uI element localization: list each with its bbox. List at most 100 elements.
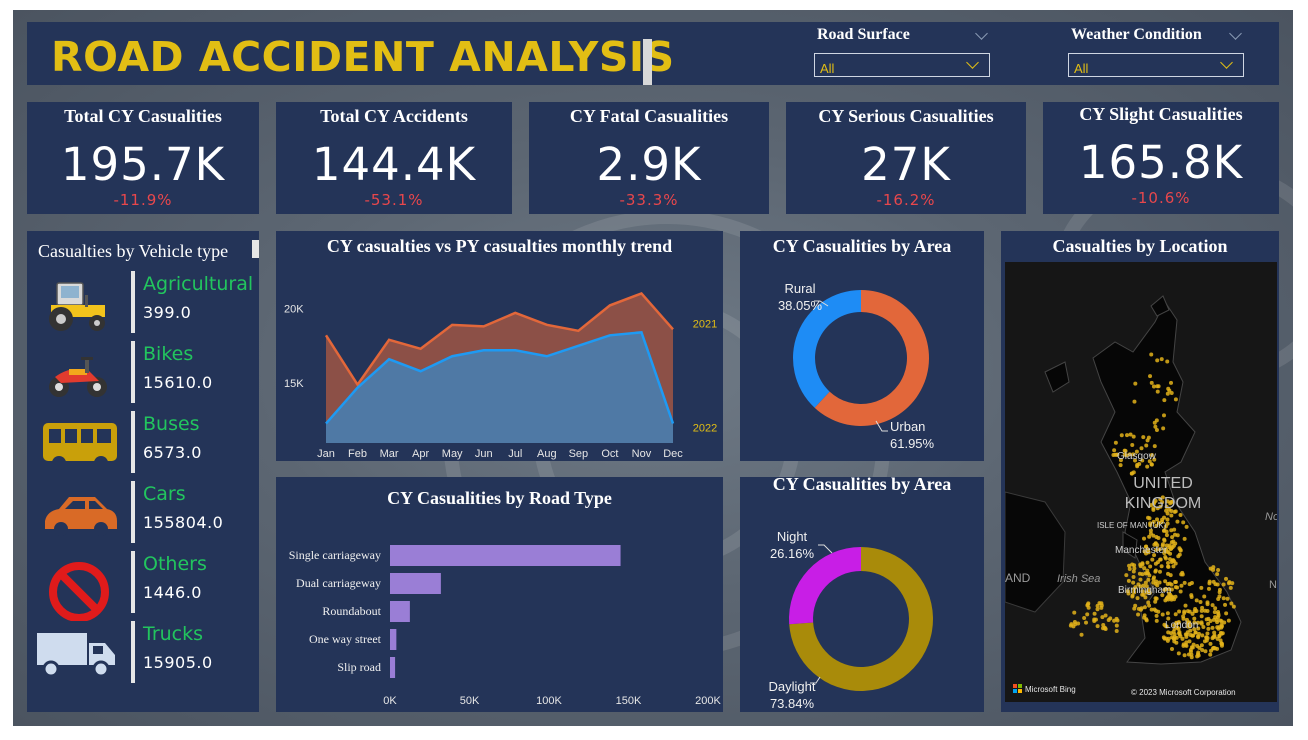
location-dot	[1211, 565, 1216, 570]
location-dot	[1140, 561, 1145, 566]
kpi-card-total-accidents[interactable]: Total CY Accidents 144.4K -53.1%	[276, 102, 512, 214]
location-dot	[1226, 618, 1231, 623]
chevron-down-icon	[1220, 56, 1233, 69]
vehicle-row-others[interactable]: Others 1446.0	[27, 551, 259, 621]
vehicle-name: Others	[143, 553, 207, 575]
vehicle-separator	[131, 621, 135, 683]
location-dot	[1155, 583, 1160, 588]
location-dot	[1113, 440, 1118, 445]
location-map-panel[interactable]: Casualties by Location UNITED KINGDOM Gl…	[1001, 231, 1279, 712]
location-dot	[1216, 567, 1221, 572]
vehicle-row-cars[interactable]: Cars 155804.0	[27, 481, 259, 545]
vehicle-value: 15610.0	[143, 373, 213, 392]
series-line-2022	[325, 330, 675, 425]
location-dot	[1216, 611, 1221, 616]
vehicle-name: Trucks	[143, 623, 204, 645]
category-label: Single carriageway	[289, 548, 381, 562]
kpi-card-total-casualties[interactable]: Total CY Casualities 195.7K -11.9%	[27, 102, 259, 214]
location-dot	[1172, 527, 1177, 532]
road-surface-dropdown[interactable]: All	[814, 53, 990, 77]
location-dot	[1138, 607, 1143, 612]
location-dot	[1187, 609, 1192, 614]
location-dot	[1169, 380, 1174, 385]
vehicle-row-trucks[interactable]: Trucks 15905.0	[27, 621, 259, 685]
location-dot	[1192, 616, 1197, 621]
slice-percent: 26.16%	[770, 546, 815, 561]
location-dot	[1208, 652, 1213, 657]
area-donut-panel[interactable]: CY Casualities by Area Urban 61.95% Rural 3…	[740, 231, 984, 461]
slice-percent: 38.05%	[778, 298, 823, 313]
location-dot	[1131, 569, 1136, 574]
map-copyright: © 2023 Microsoft Corporation	[1131, 688, 1236, 697]
light-donut-panel[interactable]: CY Casualities by Area Daylight 73.84% Nig…	[740, 474, 984, 712]
chevron-down-icon[interactable]	[1229, 27, 1242, 40]
location-dot	[1167, 543, 1172, 548]
map-label-irish-sea: Irish Sea	[1057, 573, 1100, 585]
road-type-bar[interactable]	[390, 629, 397, 650]
location-dot	[1154, 427, 1159, 432]
weather-condition-dropdown[interactable]: All	[1068, 53, 1244, 77]
car-icon	[45, 497, 117, 536]
scrollbar[interactable]	[252, 240, 259, 258]
location-dot	[1169, 513, 1174, 518]
location-dot	[1103, 627, 1108, 632]
location-dot	[1132, 590, 1137, 595]
location-dot	[1169, 509, 1174, 514]
kpi-delta: -33.3%	[619, 191, 679, 209]
kpi-card-fatal-casualties[interactable]: CY Fatal Casualities 2.9K -33.3%	[529, 102, 769, 214]
location-dot	[1188, 632, 1193, 637]
vehicle-row-bikes[interactable]: Bikes 15610.0	[27, 341, 259, 405]
location-dot	[1158, 557, 1163, 562]
title-divider	[643, 39, 652, 85]
map-title: Casualties by Location	[1052, 236, 1228, 256]
donut-slice-rural[interactable]	[793, 290, 861, 408]
road-type-panel[interactable]: CY Casualities by Road Type Single carri…	[276, 477, 723, 712]
donut-slice-night[interactable]	[789, 547, 861, 625]
chevron-down-icon[interactable]	[975, 27, 988, 40]
location-dot	[1186, 624, 1191, 629]
donut-slice-urban[interactable]	[814, 290, 929, 426]
monthly-trend-panel[interactable]: CY casualties vs PY casualties monthly t…	[276, 231, 723, 461]
road-type-bar[interactable]	[390, 545, 621, 566]
location-dot	[1146, 600, 1151, 605]
location-map[interactable]: UNITED KINGDOM Glasgow ISLE OF MAN (UK) …	[1005, 262, 1277, 702]
location-dot	[1130, 562, 1135, 567]
x-tick-label: 150K	[616, 695, 642, 707]
weather-condition-label: Weather Condition	[1071, 26, 1202, 43]
x-tick-label: Sep	[569, 448, 589, 460]
location-dot	[1178, 548, 1183, 553]
vehicle-row-agricultural[interactable]: Agricultural 399.0	[27, 271, 259, 335]
vehicle-row-buses[interactable]: Buses 6573.0	[27, 411, 259, 475]
road-type-bar[interactable]	[390, 657, 396, 678]
location-dot	[1184, 632, 1189, 637]
location-dot	[1193, 607, 1198, 612]
location-dot	[1174, 635, 1179, 640]
road-type-bar[interactable]	[390, 573, 441, 594]
road-type-bar[interactable]	[390, 601, 410, 622]
location-dot	[1163, 586, 1168, 591]
location-dot	[1215, 615, 1220, 620]
location-dot	[1170, 647, 1175, 652]
road-surface-value: All	[820, 61, 835, 76]
location-dot	[1114, 628, 1119, 633]
donut-slice-daylight[interactable]	[789, 547, 933, 691]
vehicle-value: 15905.0	[143, 653, 213, 672]
chart-title: CY casualties vs PY casualties monthly t…	[326, 236, 673, 256]
location-dot	[1152, 457, 1157, 462]
kpi-value: 27K	[861, 138, 951, 191]
location-dot	[1182, 536, 1187, 541]
kpi-card-serious-casualties[interactable]: CY Serious Casualities 27K -16.2%	[786, 102, 1026, 214]
x-tick-label: Aug	[537, 448, 557, 460]
location-dot	[1147, 459, 1152, 464]
location-dot	[1092, 611, 1097, 616]
location-dot	[1143, 580, 1148, 585]
location-dot	[1133, 603, 1138, 608]
location-dot	[1167, 587, 1172, 592]
location-dot	[1154, 547, 1159, 552]
location-dot	[1195, 620, 1200, 625]
location-dot	[1168, 573, 1173, 578]
kpi-card-slight-casualties[interactable]: CY Slight Casualities 165.8K -10.6%	[1043, 102, 1279, 214]
vehicle-type-panel: Casualties by Vehicle type Agricultural …	[27, 231, 259, 712]
location-dot	[1180, 636, 1185, 641]
location-dot	[1215, 620, 1220, 625]
